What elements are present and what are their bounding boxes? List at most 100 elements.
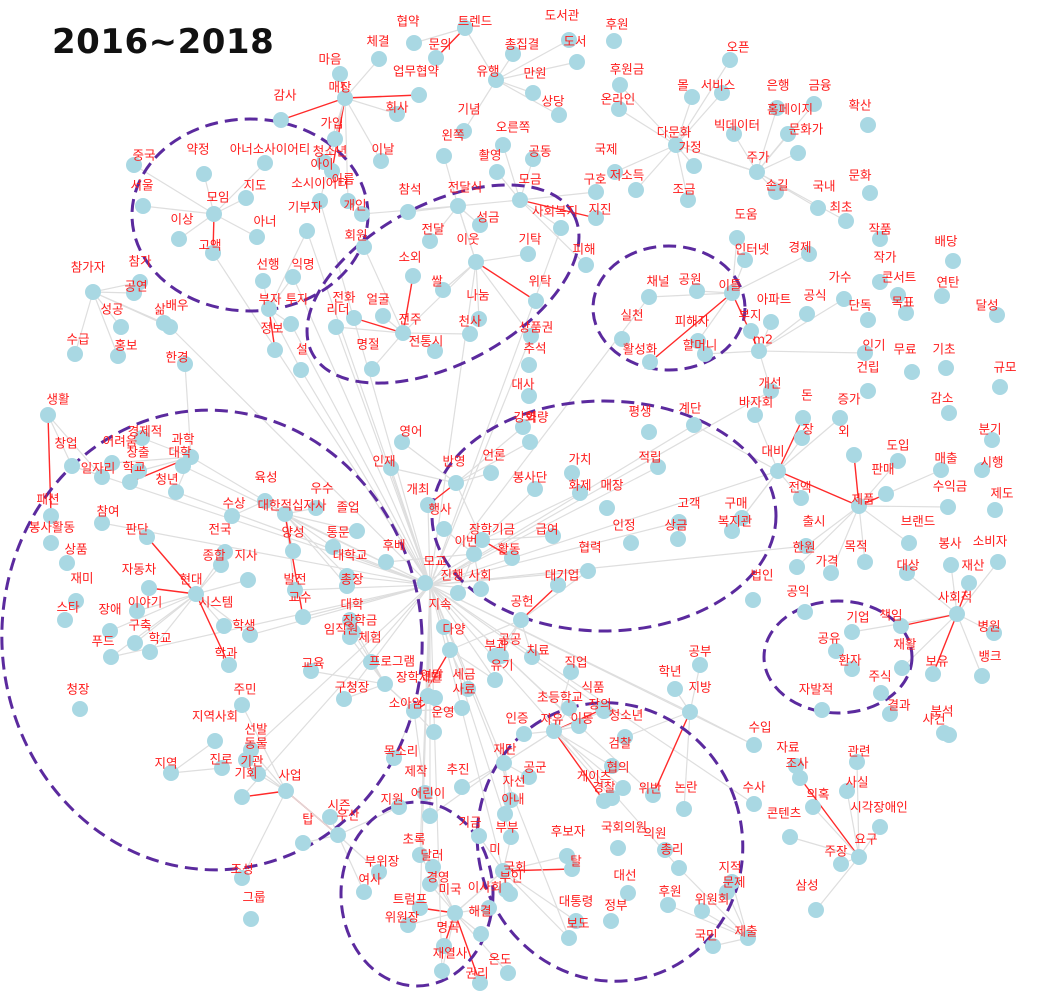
node-label: 대학 [340, 597, 364, 612]
node-label: 시스템 [199, 595, 234, 610]
node-label: 매장 [600, 478, 624, 493]
node-label: 후원금 [610, 62, 645, 77]
edge-line [495, 39, 570, 81]
node-225 [513, 612, 529, 628]
edge-line [136, 593, 197, 612]
node-label: 청장 [66, 682, 90, 697]
node-16 [806, 96, 822, 112]
node-label: 상품권 [519, 320, 554, 335]
edge-line [429, 545, 807, 586]
edge-line [284, 513, 348, 577]
node-label: 작가 [873, 250, 897, 265]
node-130 [832, 410, 848, 426]
node-13 [684, 89, 700, 105]
node-label: 확산 [848, 98, 872, 113]
node-101 [346, 310, 362, 326]
node-label: 목적 [844, 539, 867, 554]
node-label: 권리 [465, 966, 488, 981]
cluster-outline-4 [0, 408, 424, 872]
node-212 [473, 581, 489, 597]
node-label: 정보 [260, 321, 283, 336]
node-14 [714, 85, 730, 101]
node-label: 감사 [273, 88, 297, 103]
clusters-layer [0, 117, 914, 988]
node-145 [890, 453, 906, 469]
node-256 [882, 706, 898, 722]
node-308 [503, 829, 519, 845]
edge-line [101, 522, 431, 586]
edge-line [110, 593, 197, 658]
node-191 [943, 557, 959, 573]
node-122 [642, 354, 658, 370]
edge-line [47, 414, 52, 517]
node-label: 총집결 [505, 37, 540, 52]
node-180 [277, 506, 293, 522]
node-3 [428, 50, 444, 66]
node-label: 푸드 [91, 634, 114, 649]
node-120 [293, 362, 309, 378]
node-label: 전주 [398, 312, 421, 327]
node-340 [561, 930, 577, 946]
node-label: 기부자 [288, 200, 323, 215]
node-label: 경찰 [592, 780, 616, 795]
edge-line [858, 505, 866, 563]
node-label: 참가자 [71, 260, 106, 275]
node-label: 기관 [240, 754, 264, 769]
node-6 [569, 54, 585, 70]
node-60 [838, 213, 854, 229]
node-label: 지원 [380, 792, 403, 807]
node-label: 이날 [371, 142, 395, 157]
node-305 [676, 801, 692, 817]
node-50 [249, 229, 265, 245]
node-label: 화제 [568, 478, 591, 493]
node-label: 여사 [358, 872, 382, 887]
node-207 [188, 586, 204, 602]
node-177 [990, 554, 1006, 570]
edge-line [284, 513, 358, 532]
edge-line [464, 27, 497, 81]
node-224 [436, 619, 452, 635]
node-71 [472, 217, 488, 233]
node-46 [238, 190, 254, 206]
node-109 [857, 345, 873, 361]
node-292 [746, 796, 762, 812]
node-label: 아이 [310, 157, 333, 172]
node-label: 참가 [128, 254, 152, 269]
edge-line [805, 505, 860, 547]
edge-line [503, 762, 506, 815]
edge-line [250, 749, 287, 792]
node-247 [524, 649, 540, 665]
node-label: 돈 [801, 388, 813, 403]
node-label: 선발 [244, 722, 268, 737]
edge-line [619, 84, 677, 146]
node-label: 주가 [746, 150, 770, 165]
node-label: 수입 [748, 720, 771, 735]
node-label: 다문화 [657, 125, 692, 140]
node-69 [578, 257, 594, 273]
node-113 [110, 348, 126, 364]
node-label: 병원 [977, 619, 1000, 634]
node-167 [599, 500, 615, 516]
node-label: 참여 [96, 504, 119, 519]
edge-line [249, 584, 431, 636]
node-label: 작품 [868, 222, 891, 237]
node-92 [799, 306, 815, 322]
node-label: 모임 [206, 190, 229, 205]
node-label: 재활 [893, 637, 917, 652]
node-140 [686, 417, 702, 433]
node-label: 가정 [678, 140, 701, 155]
node-label: 자동차 [122, 562, 157, 577]
node-label: 매장 [328, 80, 352, 95]
node-270 [163, 765, 179, 781]
node-157 [878, 486, 894, 502]
node-label: 전화 [332, 290, 356, 305]
node-label: 후보자 [551, 824, 586, 839]
edge-line [618, 108, 677, 146]
edge-line [455, 426, 524, 484]
node-271 [207, 733, 223, 749]
node-label: 나눔 [466, 288, 489, 303]
node-51 [356, 239, 372, 255]
edge-line [413, 707, 463, 712]
edge-line [675, 92, 723, 146]
node-294 [839, 783, 855, 799]
